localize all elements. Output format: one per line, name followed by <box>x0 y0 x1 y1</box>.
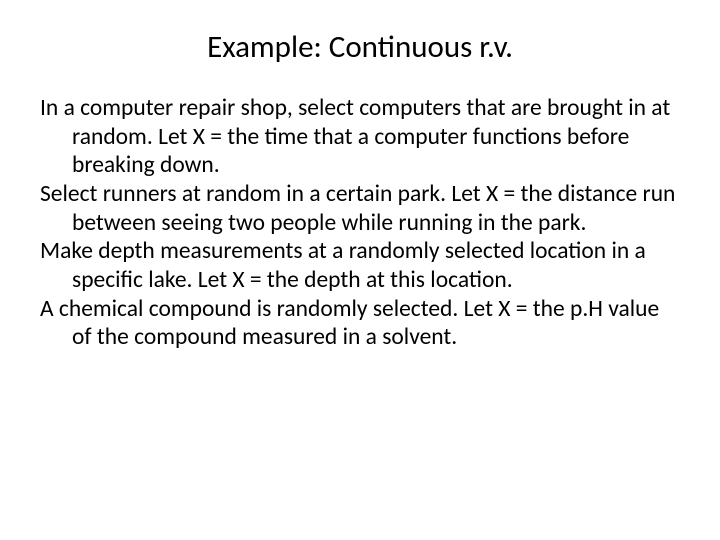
example-paragraph: A chemical compound is randomly selected… <box>40 295 680 352</box>
example-paragraph: Make depth measurements at a randomly se… <box>40 237 680 294</box>
slide-title: Example: Continuous r.v. <box>40 28 680 66</box>
example-paragraph: In a computer repair shop, select comput… <box>40 94 680 180</box>
slide-content: In a computer repair shop, select comput… <box>40 94 680 352</box>
example-paragraph: Select runners at random in a certain pa… <box>40 180 680 237</box>
